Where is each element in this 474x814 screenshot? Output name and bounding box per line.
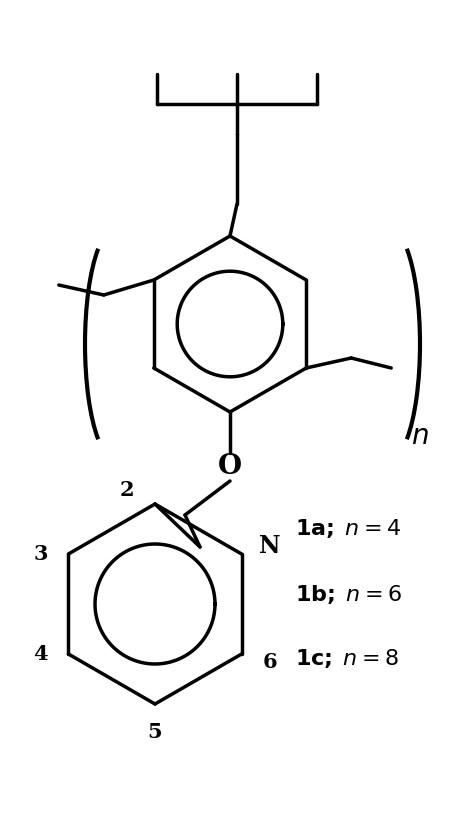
Text: $n$: $n$ [411, 422, 429, 449]
Text: 3: 3 [33, 544, 48, 564]
Text: 5: 5 [148, 722, 162, 742]
Text: $\mathbf{1a;}$$\;n = 4$: $\mathbf{1a;}$$\;n = 4$ [295, 518, 401, 540]
Text: $\mathbf{1b;}$$\;n = 6$: $\mathbf{1b;}$$\;n = 6$ [295, 583, 402, 606]
Text: 2: 2 [120, 480, 134, 500]
Text: 6: 6 [262, 652, 277, 672]
Text: $\mathbf{1c;}$$\;n = 8$: $\mathbf{1c;}$$\;n = 8$ [295, 647, 399, 671]
Text: N: N [259, 534, 281, 558]
Text: 4: 4 [33, 644, 48, 664]
Text: O: O [218, 453, 242, 480]
